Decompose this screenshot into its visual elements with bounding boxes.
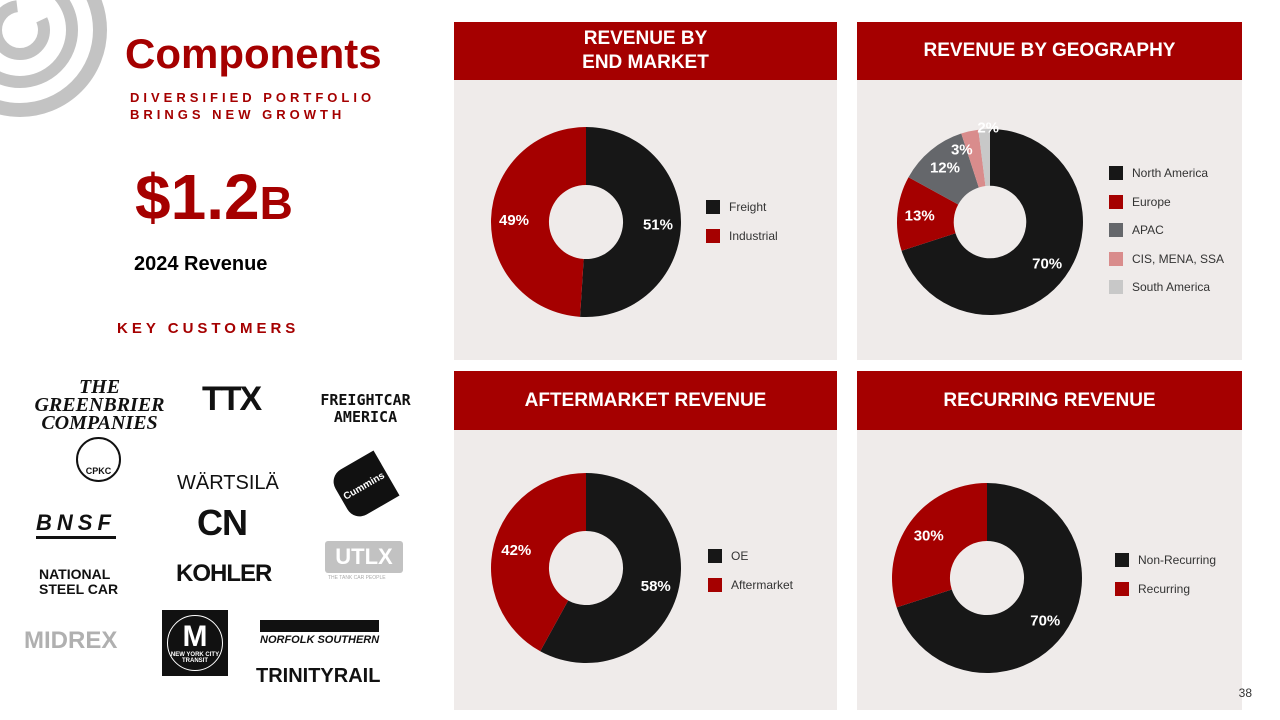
legend-item: Europe bbox=[1109, 188, 1224, 217]
logo-utlx-tagline: THE TANK CAR PEOPLE bbox=[328, 575, 386, 581]
legend-swatch bbox=[1109, 251, 1123, 266]
legend-item: Freight bbox=[706, 193, 778, 222]
legend-label: OE bbox=[731, 549, 749, 564]
logo-cn: CN bbox=[197, 502, 248, 543]
logo-cummins: Cummins bbox=[328, 450, 400, 522]
legend-item: Aftermarket bbox=[708, 571, 793, 600]
slice-recurring bbox=[892, 483, 987, 608]
data-label: 49% bbox=[499, 212, 529, 229]
legend-label: CIS, MENA, SSA bbox=[1132, 251, 1225, 266]
donut-chart-3: 70% 30% bbox=[892, 483, 1082, 673]
data-label: 70% bbox=[1032, 256, 1062, 273]
slice-south-america bbox=[978, 129, 990, 187]
logo-utlx: UTLX bbox=[325, 541, 403, 573]
legend-label: South America bbox=[1132, 280, 1211, 295]
logo-nyc-transit: M NEW YORK CITY TRANSIT bbox=[162, 610, 228, 676]
logo-norfolk-southern: NORFOLK SOUTHERN bbox=[260, 620, 380, 646]
logo-wartsila: WÄRTSILÄ bbox=[177, 472, 279, 494]
page-title: Components bbox=[125, 30, 382, 77]
chart-legend: OE Aftermarket bbox=[708, 542, 793, 599]
data-label: 51% bbox=[643, 216, 673, 233]
data-label: 42% bbox=[501, 542, 531, 559]
slice-apac bbox=[908, 133, 979, 205]
legend-label: North America bbox=[1132, 166, 1209, 181]
slice-north-america bbox=[901, 129, 1083, 315]
slice-non-recurring bbox=[896, 483, 1082, 673]
chart-legend: North America Europe APAC CIS, MENA, SSA Sou… bbox=[1109, 159, 1224, 302]
legend-item: Non-Recurring bbox=[1115, 546, 1216, 575]
slice-cis-mena-ssa bbox=[961, 129, 986, 188]
data-label: 12% bbox=[930, 160, 960, 177]
header-recurring: RECURRING REVENUE bbox=[857, 371, 1242, 430]
data-label: 70% bbox=[1030, 612, 1060, 629]
legend-swatch bbox=[708, 577, 722, 592]
company-logo-icon bbox=[0, 0, 107, 117]
revenue-unit: B bbox=[259, 177, 293, 229]
logo-kohler: KOHLER bbox=[176, 560, 272, 587]
legend-swatch bbox=[1109, 166, 1123, 181]
data-label: 13% bbox=[905, 207, 935, 224]
header-geography: REVENUE BY GEOGRAPHY bbox=[857, 22, 1242, 80]
donut-chart-0: 51% 49% bbox=[490, 127, 681, 317]
legend-item: APAC bbox=[1109, 216, 1224, 245]
legend-swatch bbox=[708, 549, 722, 564]
logo-cpkc: CPKC bbox=[76, 437, 121, 482]
subtitle-line-1: DIVERSIFIED PORTFOLIO bbox=[130, 90, 376, 105]
key-customers-heading: KEY CUSTOMERS bbox=[117, 320, 300, 337]
legend-swatch bbox=[1109, 280, 1123, 295]
nyc-transit-text: NEW YORK CITY TRANSIT bbox=[170, 652, 220, 664]
legend-label: Freight bbox=[729, 200, 767, 215]
legend-label: Recurring bbox=[1138, 581, 1191, 596]
data-label: 30% bbox=[914, 528, 944, 545]
logo-ttx: TTX bbox=[202, 380, 262, 418]
slice-oe bbox=[540, 473, 681, 663]
logo-national-steel-car: NATIONAL STEEL CAR bbox=[39, 566, 119, 597]
slice-aftermarket bbox=[490, 473, 586, 652]
data-label: 2% bbox=[977, 120, 999, 137]
revenue-value: $1.2B bbox=[135, 160, 293, 234]
revenue-label: 2024 Revenue bbox=[134, 253, 268, 275]
logo-midrex: MIDREX bbox=[24, 627, 118, 654]
legend-label: Europe bbox=[1132, 194, 1171, 209]
legend-swatch bbox=[706, 200, 720, 215]
legend-swatch bbox=[1109, 223, 1123, 238]
data-label: 3% bbox=[951, 142, 973, 159]
legend-swatch bbox=[1115, 581, 1129, 596]
header-end-market: REVENUE BY END MARKET bbox=[454, 22, 837, 80]
legend-item: Industrial bbox=[706, 222, 778, 251]
slice-industrial bbox=[490, 127, 586, 317]
legend-item: South America bbox=[1109, 273, 1224, 302]
legend-swatch bbox=[706, 228, 720, 243]
slice-freight bbox=[580, 127, 681, 317]
revenue-amount: $1.2 bbox=[135, 161, 260, 233]
legend-item: OE bbox=[708, 542, 793, 571]
legend-swatch bbox=[1115, 553, 1129, 568]
legend-label: APAC bbox=[1132, 223, 1164, 238]
legend-item: Recurring bbox=[1115, 575, 1216, 604]
legend-label: Non-Recurring bbox=[1138, 553, 1217, 568]
slice-europe bbox=[897, 177, 959, 251]
legend-label: Industrial bbox=[729, 228, 778, 243]
legend-label: Aftermarket bbox=[731, 577, 794, 592]
legend-item: North America bbox=[1109, 159, 1224, 188]
logo-bnsf: BNSF bbox=[36, 510, 116, 539]
donut-chart-2: 58% 42% bbox=[490, 473, 681, 663]
header-aftermarket: AFTERMARKET REVENUE bbox=[454, 371, 837, 430]
subtitle-line-2: BRINGS NEW GROWTH bbox=[130, 107, 346, 122]
logo-trinityrail: TRINITYRAIL bbox=[256, 665, 381, 687]
nyc-m-mark: M bbox=[182, 620, 208, 653]
data-label: 58% bbox=[641, 578, 671, 595]
page-number: 38 bbox=[1238, 686, 1252, 700]
donut-chart-1: 70% 13% 12%3%2% bbox=[897, 120, 1083, 315]
chart-legend: Freight Industrial bbox=[706, 193, 778, 250]
logo-freightcar-america: FREIGHTCAR AMERICA bbox=[320, 391, 411, 426]
logo-greenbrier: THE GREENBRIER COMPANIES bbox=[34, 376, 165, 434]
chart-legend: Non-Recurring Recurring bbox=[1115, 546, 1216, 603]
legend-swatch bbox=[1109, 194, 1123, 209]
legend-item: CIS, MENA, SSA bbox=[1109, 245, 1224, 274]
